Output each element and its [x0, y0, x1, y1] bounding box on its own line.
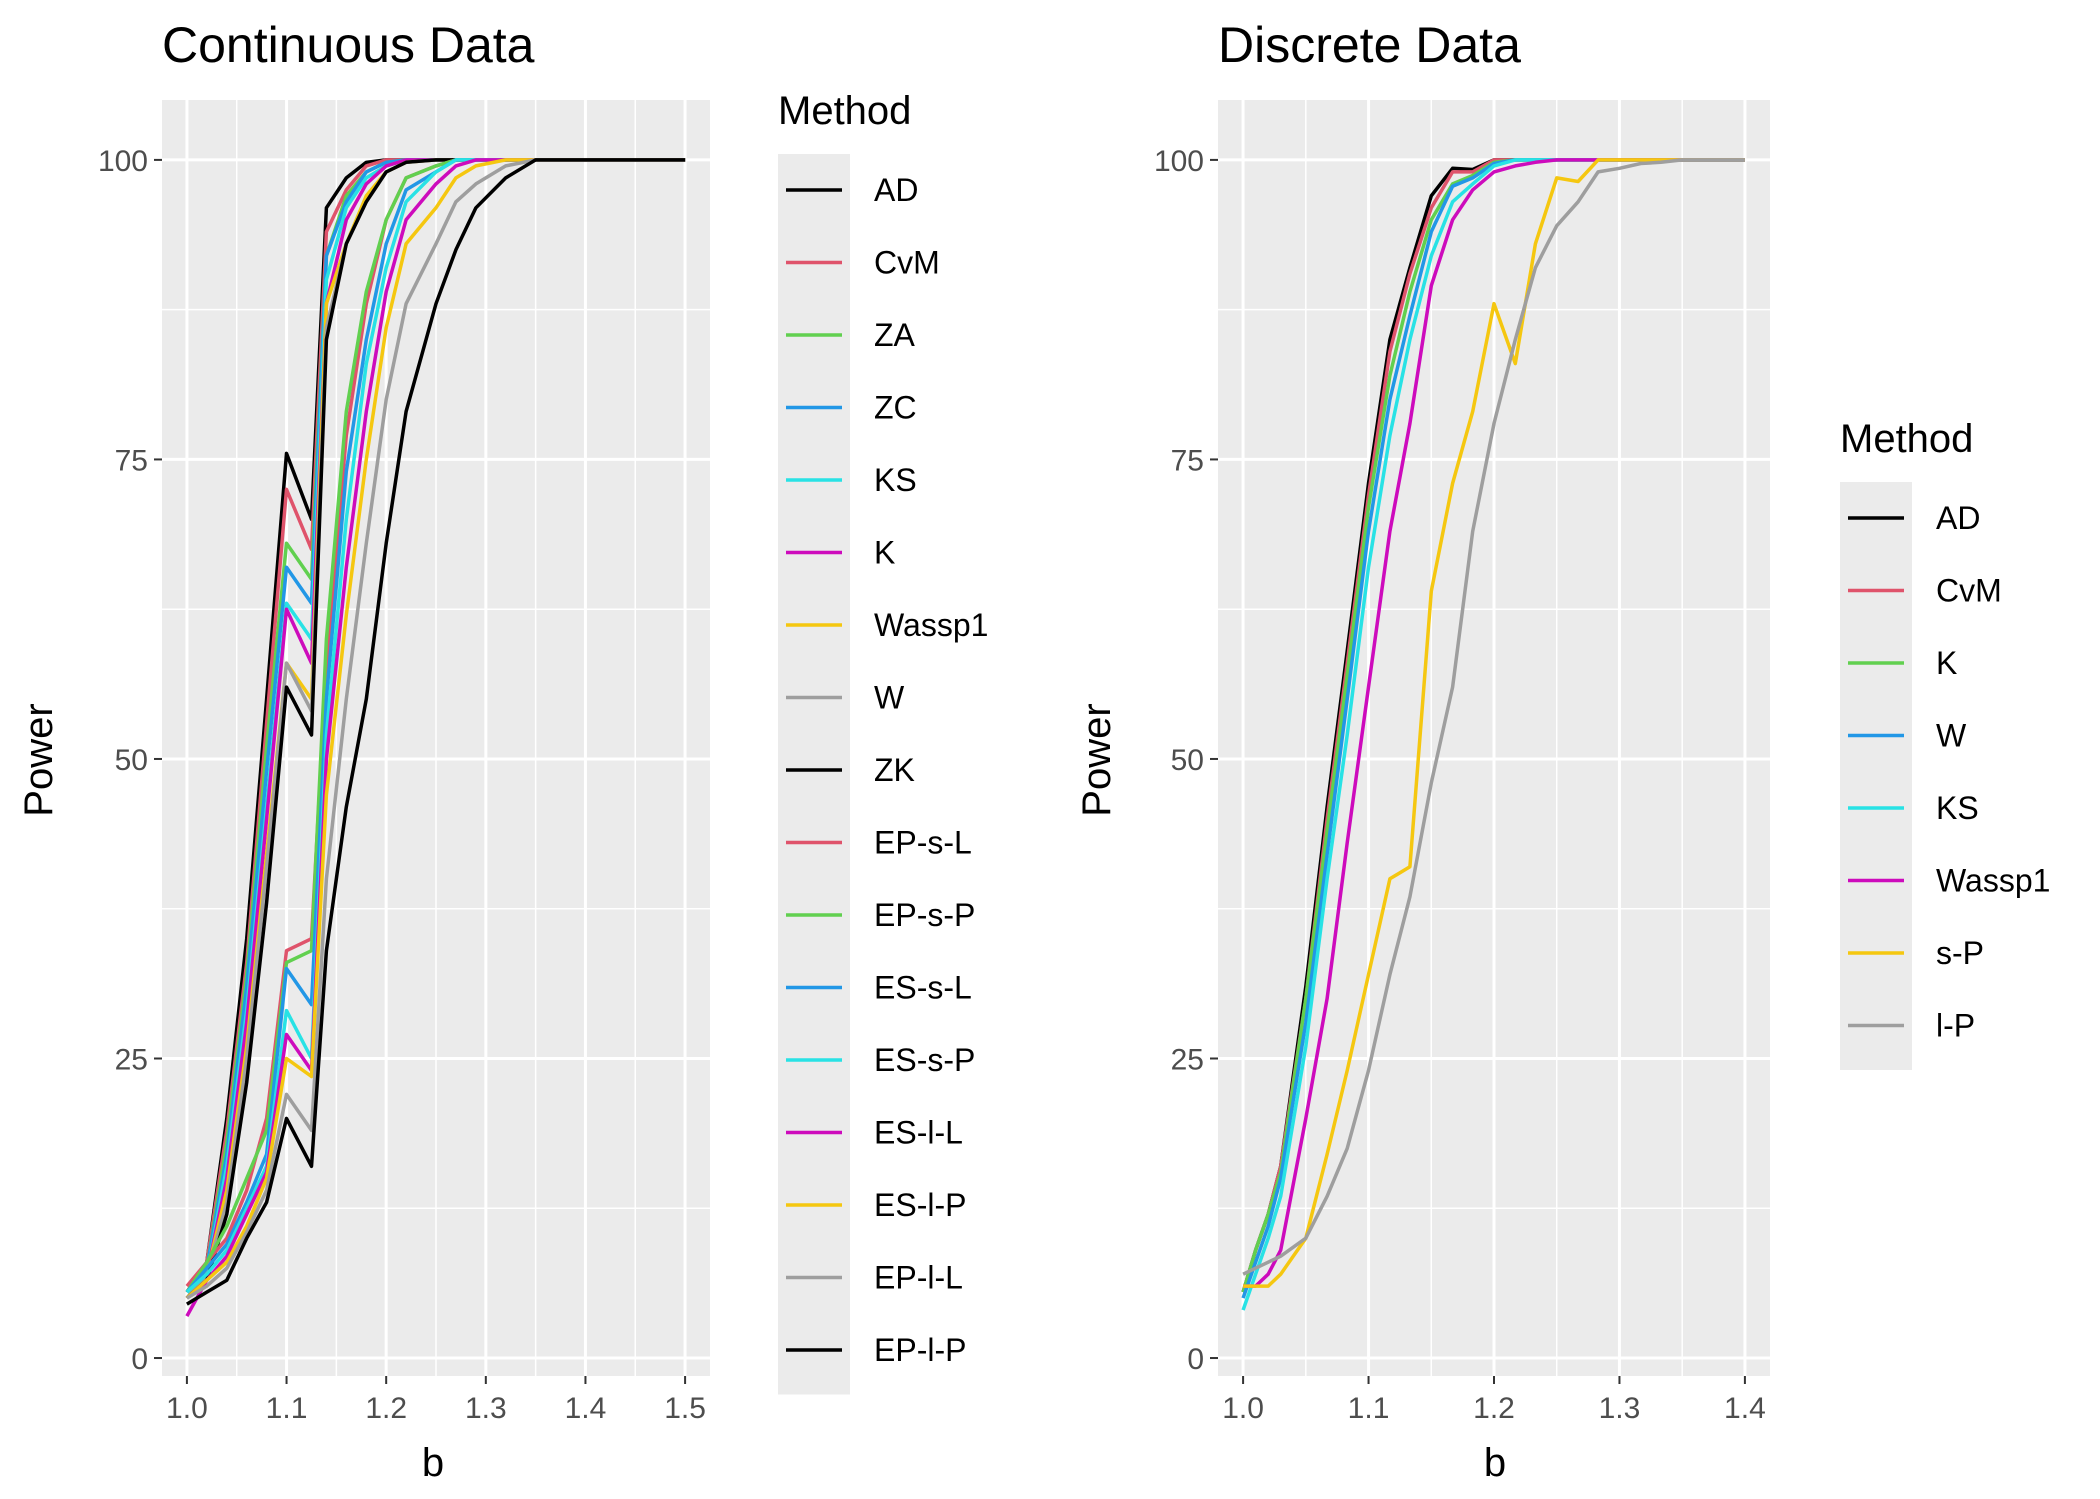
legend-label: CvM: [874, 245, 940, 281]
legend-label: AD: [1936, 500, 1980, 536]
y-tick-label: 100: [98, 145, 148, 178]
discrete-data-chart: Discrete Data 1.0 1.1 1.2 1.3 1.40255075100 …: [1075, 17, 2050, 1485]
legend-label: ES-l-L: [874, 1115, 963, 1151]
x-axis-title: b: [1484, 1441, 1506, 1485]
y-tick-label: 25: [115, 1043, 148, 1076]
legend-label: CvM: [1936, 573, 2002, 609]
legend-label: Wassp1: [1936, 863, 2050, 899]
legend-label: ZK: [874, 752, 915, 788]
legend-label: s-P: [1936, 935, 1984, 971]
legend-label: ES-s-P: [874, 1042, 975, 1078]
series-line-ep-l-p: [185, 158, 686, 1306]
legend-label: ZA: [874, 317, 916, 353]
legend-title: Method: [1840, 417, 1973, 461]
y-tick-label: 100: [1154, 145, 1204, 178]
x-tick-label: 1.3: [465, 1392, 507, 1425]
legend: Method AD CvM ZA ZC KS K Wassp1 W ZK EP-s-L EP-s-P…: [778, 89, 988, 1395]
legend-label: KS: [874, 462, 917, 498]
legend-label: K: [1936, 645, 1957, 681]
y-axis-title: Power: [1075, 703, 1119, 816]
x-tick-label: 1.0: [166, 1392, 208, 1425]
legend-label: ES-l-P: [874, 1187, 966, 1223]
legend-label: K: [874, 535, 895, 571]
x-tick-label: 1.0: [1222, 1392, 1264, 1425]
legend-label: Wassp1: [874, 607, 988, 643]
y-tick-label: 75: [1171, 444, 1204, 477]
x-tick-label: 1.2: [1473, 1392, 1515, 1425]
legend-label: EP-l-P: [874, 1332, 966, 1368]
x-tick-label: 1.5: [664, 1392, 706, 1425]
x-tick-label: 1.4: [565, 1392, 607, 1425]
x-tick-label: 1.1: [1348, 1392, 1390, 1425]
legend-key-background: [778, 154, 850, 1395]
x-tick-label: 1.3: [1599, 1392, 1641, 1425]
plot-area: 1.0 1.1 1.2 1.3 1.4 1.5 0 25 50 75 100: [98, 100, 710, 1425]
y-axis-title: Power: [17, 703, 61, 816]
y-tick-label: 50: [1171, 744, 1204, 777]
chart-title: Discrete Data: [1218, 17, 1521, 73]
legend-label: ZC: [874, 390, 917, 426]
legend-title: Method: [778, 89, 911, 133]
legend-label: l-P: [1936, 1008, 1975, 1044]
x-tick-label: 1.2: [365, 1392, 407, 1425]
chart-title: Continuous Data: [162, 17, 535, 73]
y-tick-label: 75: [115, 444, 148, 477]
plot-area: 1.0 1.1 1.2 1.3 1.4 0 25 50 75 100: [1154, 100, 1770, 1425]
legend-label: ES-s-L: [874, 970, 972, 1006]
x-tick-label: 1.1: [266, 1392, 308, 1425]
series-line-s-p: [1243, 158, 1745, 1288]
x-axis-title: b: [422, 1441, 444, 1485]
legend-label: KS: [1936, 790, 1979, 826]
legend-label: AD: [874, 172, 918, 208]
x-tick-label: 1.4: [1724, 1392, 1766, 1425]
legend-label: EP-s-P: [874, 897, 975, 933]
legend-label: W: [874, 680, 905, 716]
y-tick-label: 0: [131, 1343, 148, 1376]
series-line-l-p: [1242, 158, 1745, 1276]
legend: Method AD CvM K W KS Wassp1 s-P l-P: [1840, 417, 2050, 1070]
legend-key-background: [1840, 482, 1912, 1070]
legend-label: EP-s-L: [874, 825, 972, 861]
continuous-data-chart: Continuous Data 1.0 1.1 1.2 1.3 1.4 1.5 0 25 50 7…: [17, 17, 988, 1485]
y-tick-label: 25: [1171, 1043, 1204, 1076]
y-tick-label: 0: [1187, 1343, 1204, 1376]
legend-label: W: [1936, 718, 1967, 754]
y-tick-label: 50: [115, 744, 148, 777]
legend-label: EP-l-L: [874, 1260, 963, 1296]
